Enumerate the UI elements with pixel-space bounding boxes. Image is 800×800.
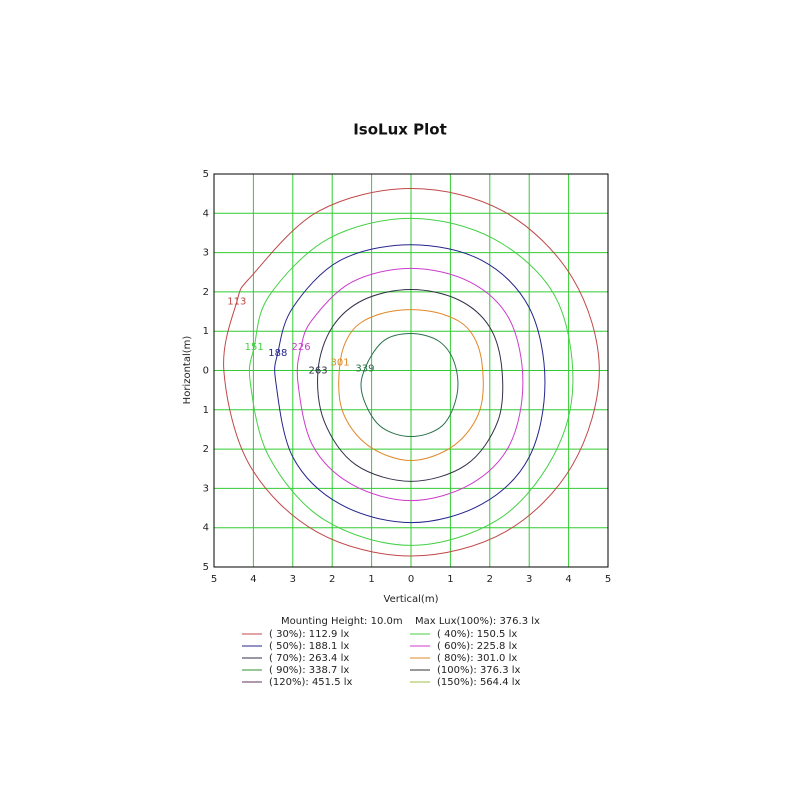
contour-line	[274, 244, 546, 524]
y-tick-label: 5	[203, 562, 209, 573]
legend-label: ( 30%): 112.9 lx	[269, 629, 349, 640]
contour-line	[223, 188, 600, 557]
x-tick-label: 4	[250, 574, 256, 585]
x-axis-label: Vertical(m)	[384, 594, 439, 605]
info-text: Max Lux(100%): 376.3 lx	[415, 616, 540, 627]
contour-label: 226	[292, 342, 311, 353]
y-tick-label: 3	[203, 483, 209, 494]
y-tick-label: 4	[203, 208, 209, 219]
contour-label: 339	[355, 364, 374, 375]
legend-label: (100%): 376.3 lx	[437, 665, 521, 676]
contour-label: 151	[245, 342, 264, 353]
x-tick-label: 1	[368, 574, 374, 585]
x-tick-label: 5	[211, 574, 217, 585]
legend-label: ( 80%): 301.0 lx	[437, 653, 517, 664]
x-tick-label: 4	[565, 574, 571, 585]
y-tick-label: 1	[203, 405, 209, 416]
y-tick-label: 2	[203, 287, 209, 298]
contour-label: 113	[227, 297, 246, 308]
contour-label: 263	[308, 366, 327, 377]
contour-line	[317, 289, 504, 482]
x-tick-label: 2	[329, 574, 335, 585]
chart-title: IsoLux Plot	[353, 121, 447, 139]
legend-label: ( 60%): 225.8 lx	[437, 641, 517, 652]
legend-label: ( 50%): 188.1 lx	[269, 641, 349, 652]
plot-frame	[213, 173, 609, 568]
contour-line	[360, 333, 459, 438]
legend-label: ( 40%): 150.5 lx	[437, 629, 517, 640]
x-tick-label: 0	[408, 574, 414, 585]
contour-label: 188	[268, 348, 287, 359]
contour-line	[338, 309, 484, 462]
legend-label: ( 90%): 338.7 lx	[269, 665, 349, 676]
info-text: Mounting Height: 10.0m	[281, 616, 403, 627]
y-tick-label: 3	[203, 248, 209, 259]
legend-label: (120%): 451.5 lx	[269, 677, 353, 688]
y-tick-label: 5	[203, 169, 209, 180]
contour-label: 301	[331, 358, 350, 369]
legend-label: (150%): 564.4 lx	[437, 677, 521, 688]
y-tick-label: 0	[203, 366, 209, 377]
x-tick-label: 1	[447, 574, 453, 585]
legend-label: ( 70%): 263.4 lx	[269, 653, 349, 664]
y-tick-label: 1	[203, 326, 209, 337]
y-axis-label: Horizontal(m)	[182, 336, 193, 405]
x-tick-label: 3	[526, 574, 532, 585]
y-tick-label: 4	[203, 523, 209, 534]
contour-line	[296, 267, 524, 502]
contour-line	[248, 217, 574, 546]
y-tick-label: 2	[203, 444, 209, 455]
x-tick-label: 5	[605, 574, 611, 585]
x-tick-label: 3	[290, 574, 296, 585]
x-tick-label: 2	[487, 574, 493, 585]
